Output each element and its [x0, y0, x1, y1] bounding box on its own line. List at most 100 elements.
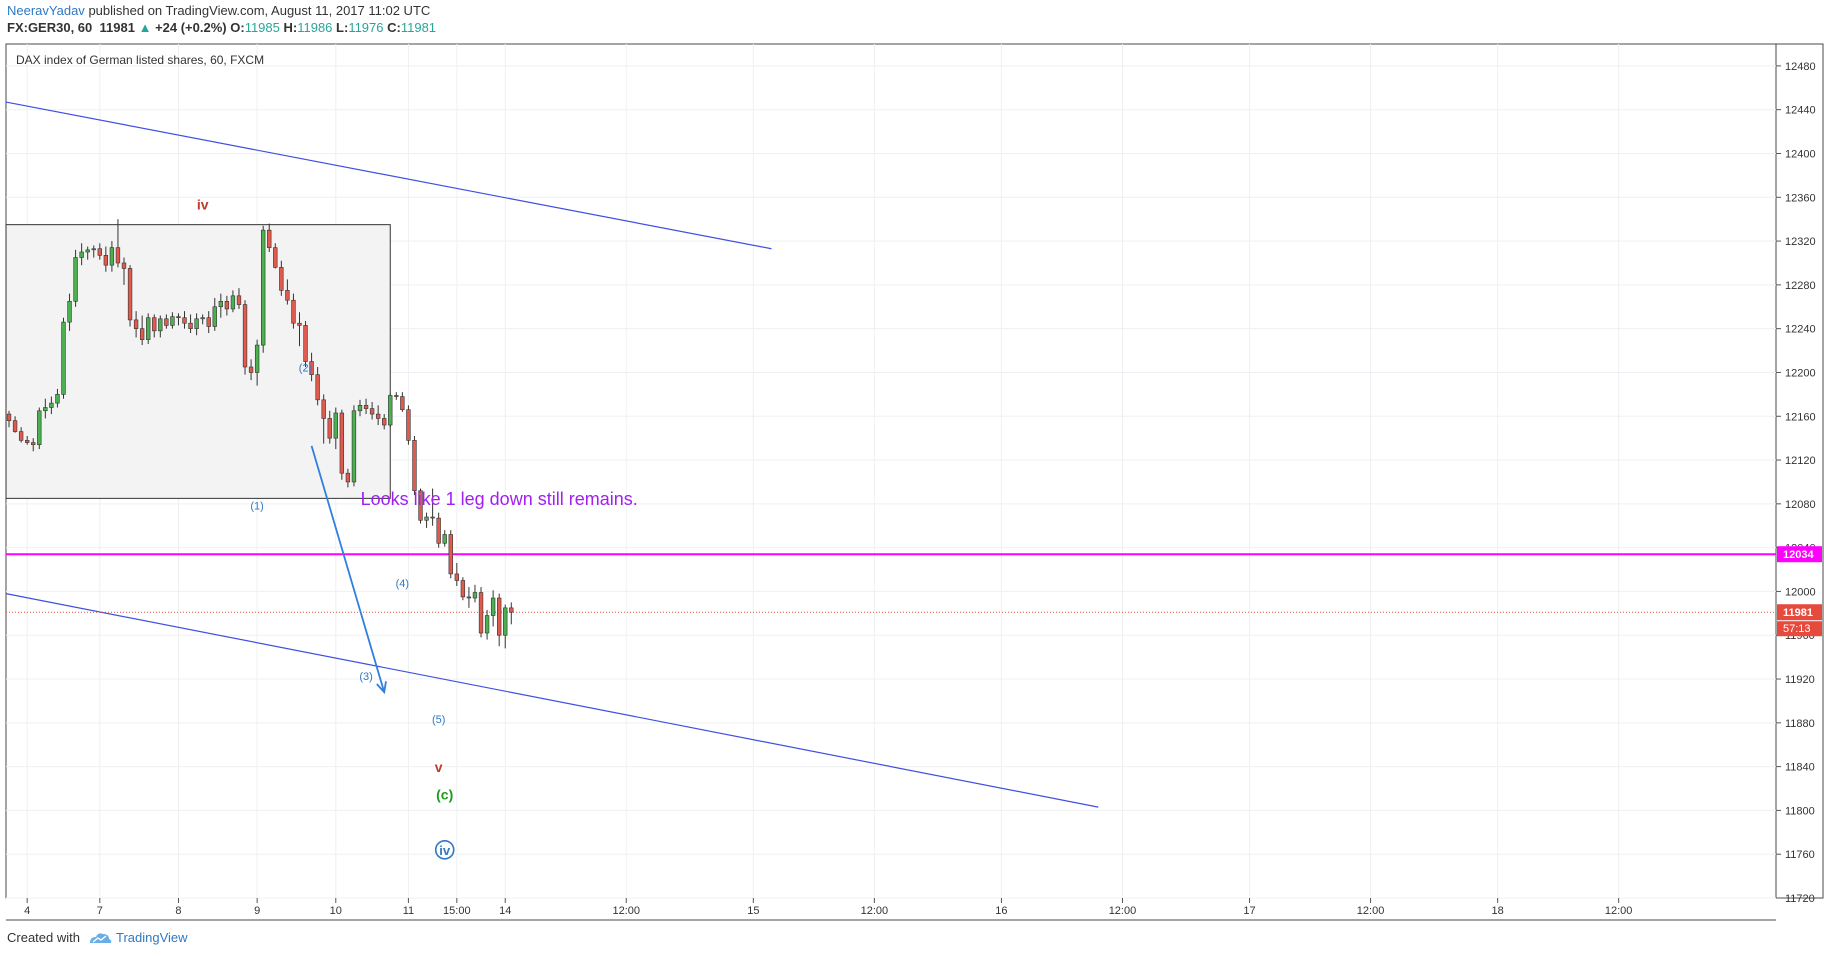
candle [242, 300, 248, 375]
candle [472, 584, 478, 603]
y-tick-label: 11720 [1785, 893, 1815, 905]
candle-body [109, 247, 115, 266]
candle-body [327, 418, 332, 439]
wave-annotation: (3) [359, 671, 372, 683]
candle [49, 396, 54, 415]
x-tick-label: 11 [403, 905, 414, 917]
candle-body [418, 490, 423, 521]
candle [176, 313, 181, 326]
candle [267, 223, 272, 253]
candle-body [454, 573, 459, 581]
candle [303, 321, 308, 367]
candle [484, 610, 490, 640]
candle [97, 243, 102, 260]
open-label: O: [230, 20, 245, 35]
candle [279, 260, 284, 296]
candle-body [206, 317, 211, 327]
created-with-text: Created with [7, 930, 80, 945]
candle-body [18, 431, 24, 441]
candle-body [152, 317, 157, 332]
candle [430, 488, 435, 526]
x-tick-label: 10 [330, 905, 342, 917]
candle-body [212, 306, 217, 327]
current-price-tag [1777, 604, 1822, 621]
candle [315, 366, 320, 406]
candle [261, 225, 266, 353]
candle [418, 488, 423, 524]
candle [194, 313, 199, 336]
x-tick-label: 12:00 [612, 905, 640, 917]
candle-body [351, 410, 357, 483]
candle [369, 402, 375, 420]
candle [273, 243, 278, 269]
candle-body [12, 420, 18, 432]
x-tick-label: 7 [97, 905, 103, 917]
wave-annotation: Looks like 1 leg down still remains. [361, 489, 638, 509]
candle-body [291, 299, 296, 324]
candle-body [261, 229, 266, 346]
candle-body [460, 580, 466, 598]
candle [503, 604, 508, 649]
candle [31, 438, 36, 452]
candle-body [472, 592, 478, 599]
candle-body [345, 472, 351, 483]
x-tick-label: 8 [175, 905, 181, 917]
candle [466, 587, 472, 608]
low-label: L: [336, 20, 349, 35]
candle-body [164, 318, 169, 326]
candle-body [478, 592, 484, 634]
candle [206, 311, 211, 334]
candle [188, 314, 193, 334]
x-tick-label: 12:00 [1357, 905, 1385, 917]
candle [509, 602, 514, 625]
candle-body [133, 319, 139, 329]
candle-body [79, 251, 84, 258]
consolidation-box [5, 224, 391, 499]
candle-body [285, 290, 290, 301]
author-link[interactable]: NeeravYadav [7, 3, 85, 18]
candle-body [115, 247, 121, 264]
wave-annotation: v [435, 759, 443, 775]
candle-body [273, 247, 278, 268]
candle-body [37, 410, 42, 446]
candle [6, 410, 12, 428]
close-label: C: [387, 20, 401, 35]
candle-body [430, 516, 435, 519]
candle-body [236, 295, 242, 305]
candle [37, 407, 42, 450]
y-tick-label: 12400 [1785, 148, 1816, 160]
candle-body [248, 366, 254, 373]
magenta-price-label: 12034 [1783, 549, 1814, 561]
y-tick-label: 12440 [1785, 105, 1816, 117]
high-value: 11986 [297, 20, 333, 35]
candle-body [303, 325, 308, 362]
candle-body [182, 317, 187, 324]
tradingview-link[interactable]: TradingView [88, 930, 188, 945]
candle [297, 312, 302, 347]
x-tick-label: 12:00 [1605, 905, 1633, 917]
candle [43, 398, 48, 419]
candle-body [375, 413, 381, 419]
wave-annotation: iv [197, 196, 209, 212]
candle-body [412, 440, 417, 492]
candle [67, 293, 72, 331]
candle [115, 219, 121, 268]
candle [285, 279, 290, 305]
x-tick-label: 9 [254, 905, 260, 917]
candle-body [436, 517, 441, 544]
candle-body [333, 412, 338, 439]
candle-body [176, 316, 181, 319]
candle [182, 311, 187, 329]
publish-line: NeeravYadav published on TradingView.com… [7, 3, 430, 18]
candle-body [497, 597, 502, 636]
candle [345, 468, 351, 488]
candle-body [339, 412, 345, 474]
trendline [5, 101, 772, 250]
candle [406, 405, 411, 445]
low-value: 11976 [348, 20, 384, 35]
x-tick-label: 4 [24, 905, 30, 917]
candle-body [170, 316, 175, 326]
y-tick-label: 12360 [1785, 192, 1816, 204]
candle-body [315, 374, 320, 401]
